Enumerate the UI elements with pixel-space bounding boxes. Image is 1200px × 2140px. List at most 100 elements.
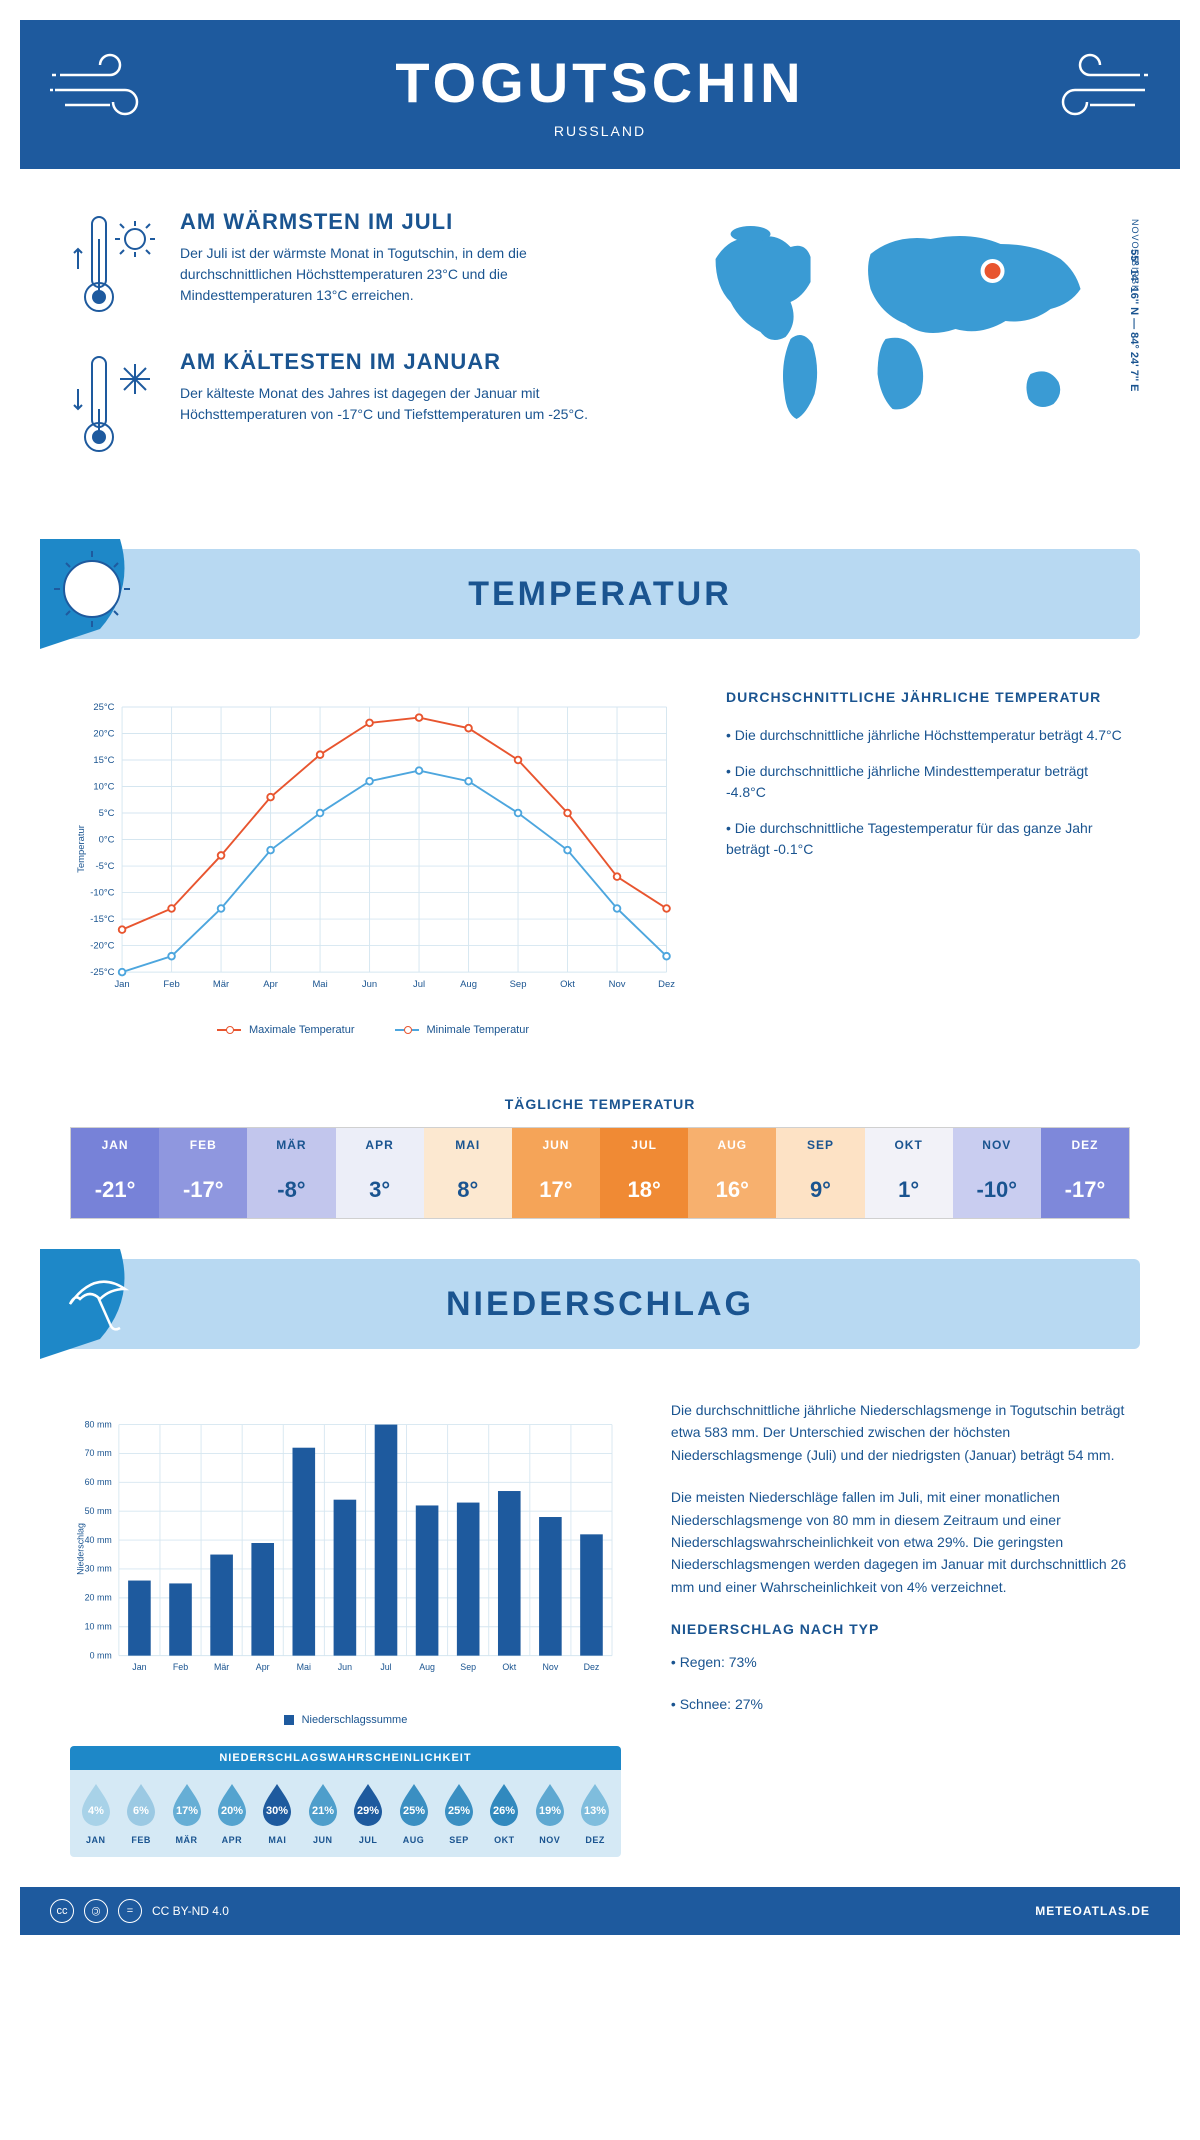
daily-cell: JUL18° — [600, 1128, 688, 1218]
license-text: CC BY-ND 4.0 — [152, 1904, 229, 1918]
coldest-title: AM KÄLTESTEN IM JANUAR — [180, 349, 621, 375]
svg-text:Dez: Dez — [658, 979, 675, 990]
sun-icon — [40, 539, 160, 659]
svg-text:Okt: Okt — [502, 1662, 516, 1672]
prob-row: 4%JAN6%FEB17%MÄR20%APR30%MAI21%JUN29%JUL… — [70, 1770, 621, 1857]
wind-icon — [50, 50, 160, 130]
temperature-legend: .legend-sw:nth-child(1)::after{border-co… — [70, 1024, 676, 1036]
svg-text:Aug: Aug — [419, 1662, 435, 1672]
prob-cell: 29%JUL — [346, 1782, 389, 1845]
svg-text:Sep: Sep — [510, 979, 527, 990]
svg-text:Apr: Apr — [263, 979, 278, 990]
daily-cell: JUN17° — [512, 1128, 600, 1218]
svg-text:-25°C: -25°C — [90, 967, 114, 978]
daily-cell: MÄR-8° — [247, 1128, 335, 1218]
svg-text:20%: 20% — [221, 1805, 243, 1817]
warmest-text: Der Juli ist der wärmste Monat in Toguts… — [180, 243, 621, 306]
prob-cell: 26%OKT — [483, 1782, 526, 1845]
temp-bullet-2: • Die durchschnittliche Tagestemperatur … — [726, 818, 1130, 860]
temperature-section-header: TEMPERATUR — [60, 549, 1140, 639]
temperature-body: -25°C-20°C-15°C-10°C-5°C0°C5°C10°C15°C20… — [20, 659, 1180, 1066]
svg-text:Feb: Feb — [163, 979, 179, 990]
svg-text:-20°C: -20°C — [90, 940, 114, 951]
intro-left: AM WÄRMSTEN IM JULI Der Juli ist der wär… — [70, 209, 621, 489]
svg-text:80 mm: 80 mm — [85, 1419, 112, 1429]
svg-text:Okt: Okt — [560, 979, 575, 990]
intro-section: AM WÄRMSTEN IM JULI Der Juli ist der wär… — [20, 169, 1180, 529]
svg-text:Niederschlag: Niederschlag — [75, 1523, 85, 1575]
precip-section-header: NIEDERSCHLAG — [60, 1259, 1140, 1349]
svg-text:Jun: Jun — [338, 1662, 352, 1672]
footer-left: cc 🄯 = CC BY-ND 4.0 — [50, 1899, 229, 1923]
daily-cell: NOV-10° — [953, 1128, 1041, 1218]
precip-legend: Niederschlagssumme — [70, 1714, 621, 1726]
svg-text:70 mm: 70 mm — [85, 1448, 112, 1458]
precip-bar-chart: 0 mm10 mm20 mm30 mm40 mm50 mm60 mm70 mm8… — [70, 1399, 621, 1699]
svg-text:29%: 29% — [357, 1805, 379, 1817]
temp-bullet-0: • Die durchschnittliche jährliche Höchst… — [726, 725, 1130, 746]
svg-text:Sep: Sep — [460, 1662, 476, 1672]
coordinates: 55° 14' 16'' N — 84° 24' 7'' E — [1128, 249, 1140, 392]
daily-temp-title: TÄGLICHE TEMPERATUR — [20, 1096, 1180, 1112]
svg-text:0 mm: 0 mm — [90, 1650, 112, 1660]
svg-text:30%: 30% — [266, 1805, 288, 1817]
daily-cell: SEP9° — [776, 1128, 864, 1218]
svg-text:Nov: Nov — [609, 979, 626, 990]
svg-text:25%: 25% — [403, 1805, 425, 1817]
nd-icon: = — [118, 1899, 142, 1923]
thermometer-sun-icon — [70, 209, 160, 319]
precip-right: Die durchschnittliche jährliche Niedersc… — [671, 1399, 1130, 1857]
svg-text:Dez: Dez — [584, 1662, 600, 1672]
svg-text:Temperatur: Temperatur — [76, 825, 87, 873]
prob-cell: 21%JUN — [301, 1782, 344, 1845]
precip-type-0: • Regen: 73% — [671, 1651, 1130, 1673]
temperature-title: TEMPERATUR — [60, 575, 1140, 614]
page: TOGUTSCHIN RUSSLAND AM WÄRMSTEN IM JULI … — [0, 0, 1200, 1955]
legend-min-label: Minimale Temperatur — [427, 1024, 530, 1036]
map-block: NOVOSIBIRSK 55° 14' 16'' N — 84° 24' 7''… — [671, 209, 1130, 489]
svg-text:21%: 21% — [312, 1805, 334, 1817]
precip-legend-label: Niederschlagssumme — [302, 1714, 408, 1726]
svg-text:50 mm: 50 mm — [85, 1506, 112, 1516]
svg-text:Mär: Mär — [213, 979, 229, 990]
page-subtitle: RUSSLAND — [40, 123, 1160, 139]
thermometer-snow-icon — [70, 349, 160, 459]
svg-text:Nov: Nov — [542, 1662, 558, 1672]
prob-cell: 20%APR — [210, 1782, 253, 1845]
daily-temp-table: JAN-21°FEB-17°MÄR-8°APR3°MAI8°JUN17°JUL1… — [70, 1127, 1130, 1219]
svg-text:20 mm: 20 mm — [85, 1593, 112, 1603]
svg-text:5°C: 5°C — [99, 808, 115, 819]
precip-body: 0 mm10 mm20 mm30 mm40 mm50 mm60 mm70 mm8… — [20, 1369, 1180, 1887]
wind-icon — [1040, 50, 1150, 130]
prob-cell: 6%FEB — [119, 1782, 162, 1845]
svg-text:13%: 13% — [584, 1805, 606, 1817]
legend-max-label: Maximale Temperatur — [249, 1024, 355, 1036]
daily-cell: DEZ-17° — [1041, 1128, 1129, 1218]
prob-cell: 4%JAN — [74, 1782, 117, 1845]
precip-left: 0 mm10 mm20 mm30 mm40 mm50 mm60 mm70 mm8… — [70, 1399, 621, 1857]
temp-text-title: DURCHSCHNITTLICHE JÄHRLICHE TEMPERATUR — [726, 689, 1130, 705]
daily-cell: APR3° — [336, 1128, 424, 1218]
page-title: TOGUTSCHIN — [40, 50, 1160, 115]
precip-text-2: Die meisten Niederschläge fallen im Juli… — [671, 1486, 1130, 1598]
svg-text:30 mm: 30 mm — [85, 1564, 112, 1574]
daily-cell: MAI8° — [424, 1128, 512, 1218]
svg-text:25°C: 25°C — [93, 702, 114, 713]
svg-text:6%: 6% — [133, 1805, 149, 1817]
svg-text:Mai: Mai — [312, 979, 327, 990]
svg-text:Jul: Jul — [413, 979, 425, 990]
svg-text:20°C: 20°C — [93, 728, 114, 739]
prob-cell: 30%MAI — [256, 1782, 299, 1845]
warmest-block: AM WÄRMSTEN IM JULI Der Juli ist der wär… — [70, 209, 621, 319]
svg-text:15°C: 15°C — [93, 755, 114, 766]
daily-cell: JAN-21° — [71, 1128, 159, 1218]
world-map-icon — [671, 209, 1130, 439]
svg-text:-5°C: -5°C — [95, 861, 114, 872]
daily-cell: OKT1° — [865, 1128, 953, 1218]
svg-text:Mai: Mai — [297, 1662, 311, 1672]
svg-text:Jan: Jan — [132, 1662, 146, 1672]
prob-cell: 25%SEP — [437, 1782, 480, 1845]
prob-cell: 19%NOV — [528, 1782, 571, 1845]
svg-text:4%: 4% — [88, 1805, 104, 1817]
precip-text-1: Die durchschnittliche jährliche Niedersc… — [671, 1399, 1130, 1466]
